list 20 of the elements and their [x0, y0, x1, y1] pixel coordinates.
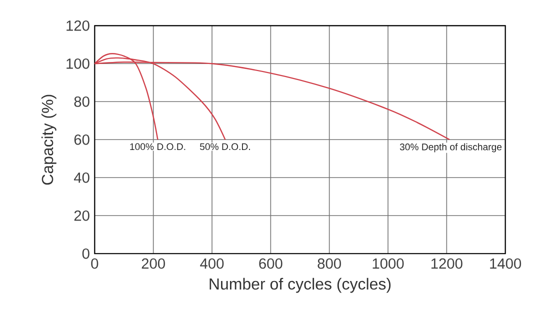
- x-tick-label: 200: [142, 258, 165, 269]
- y-tick-label: 120: [66, 20, 90, 31]
- x-tick-label: 1400: [490, 258, 522, 269]
- y-tick-label: 0: [82, 248, 90, 259]
- y-tick-label: 100: [66, 58, 90, 69]
- series-label: 50% D.O.D.: [200, 143, 250, 150]
- x-axis-title: Number of cycles (cycles): [210, 278, 391, 293]
- x-tick-label: 400: [200, 258, 224, 269]
- y-tick-label: 40: [74, 172, 90, 183]
- y-tick-label: 80: [74, 96, 90, 107]
- x-tick-label: 600: [259, 258, 282, 269]
- y-axis-title: Capacity (%): [41, 94, 56, 185]
- series-label: 100% D.O.D.: [130, 143, 186, 150]
- y-tick-label: 60: [74, 134, 90, 145]
- series-label: 30% Depth of discharge: [400, 143, 502, 152]
- y-tick-label: 20: [74, 210, 90, 221]
- x-tick-label: 1200: [431, 258, 462, 269]
- x-tick-label: 0: [91, 258, 98, 269]
- x-tick-label: 1000: [372, 258, 404, 269]
- x-tick-label: 800: [318, 258, 341, 269]
